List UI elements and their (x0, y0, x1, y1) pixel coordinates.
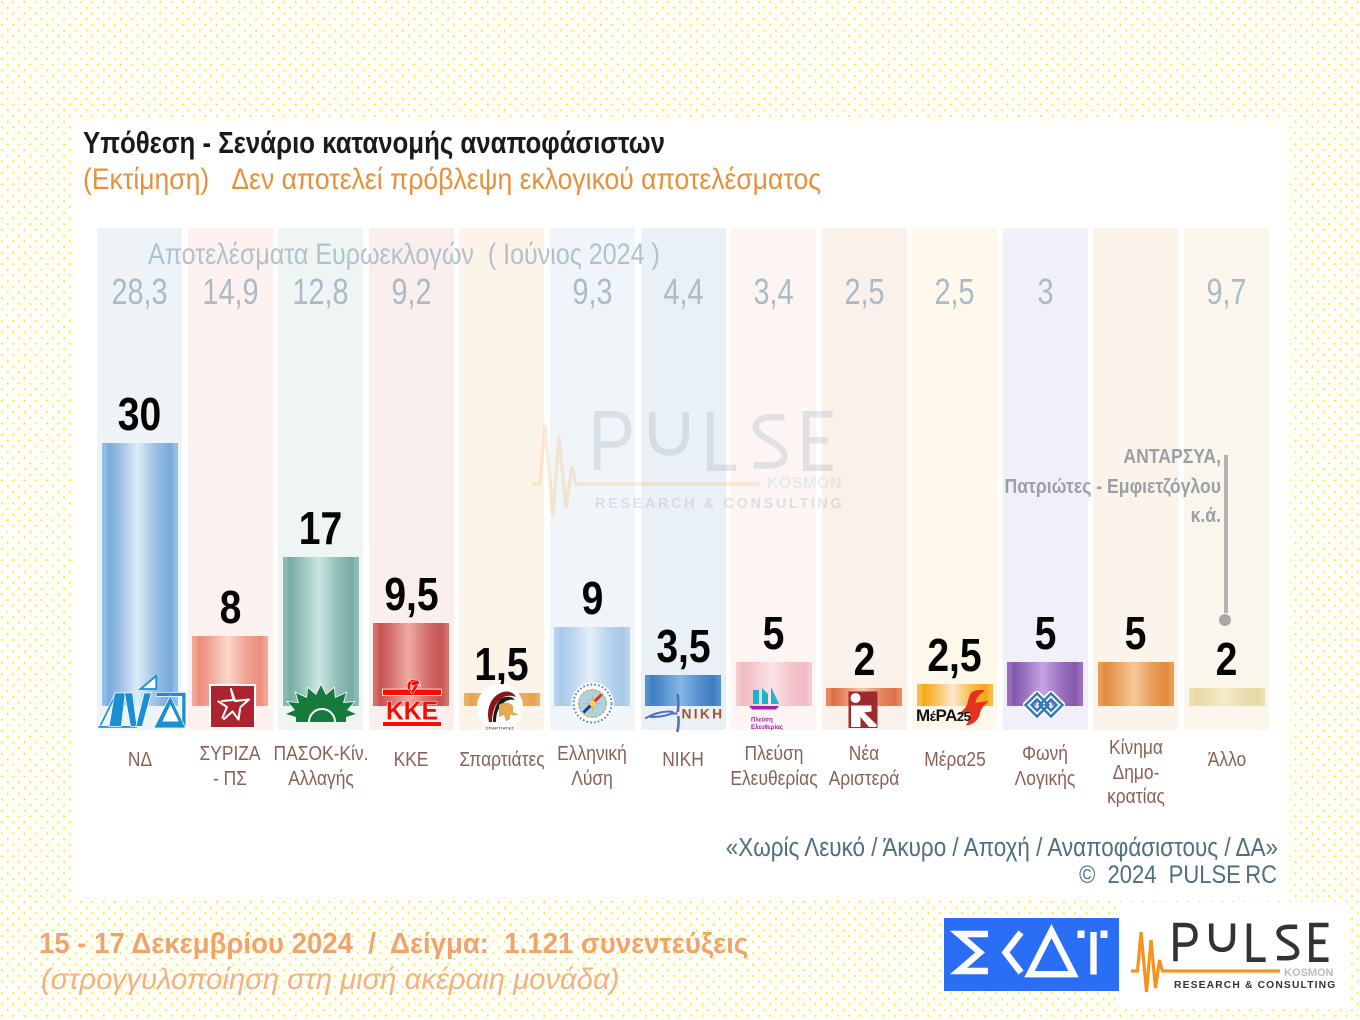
svg-text:MέPA25: MέPA25 (916, 706, 971, 725)
svg-text:KKE: KKE (386, 696, 438, 726)
svg-text:Πλεύση: Πλεύση (751, 718, 773, 724)
svg-text:ΣΠΑΡΤΙΑΤΕΣ: ΣΠΑΡΤΙΑΤΕΣ (486, 726, 515, 731)
svg-text:RESEARCH & CONSULTING: RESEARCH & CONSULTING (1174, 980, 1336, 991)
svg-text:ΝΙΚΗ: ΝΙΚΗ (682, 707, 725, 722)
svg-text:KOSMON: KOSMON (767, 475, 842, 492)
svg-text:KOSMON: KOSMON (1284, 967, 1334, 979)
svg-text:RESEARCH & CONSULTING: RESEARCH & CONSULTING (595, 496, 844, 512)
svg-text:Ελευθερίας: Ελευθερίας (751, 725, 783, 731)
